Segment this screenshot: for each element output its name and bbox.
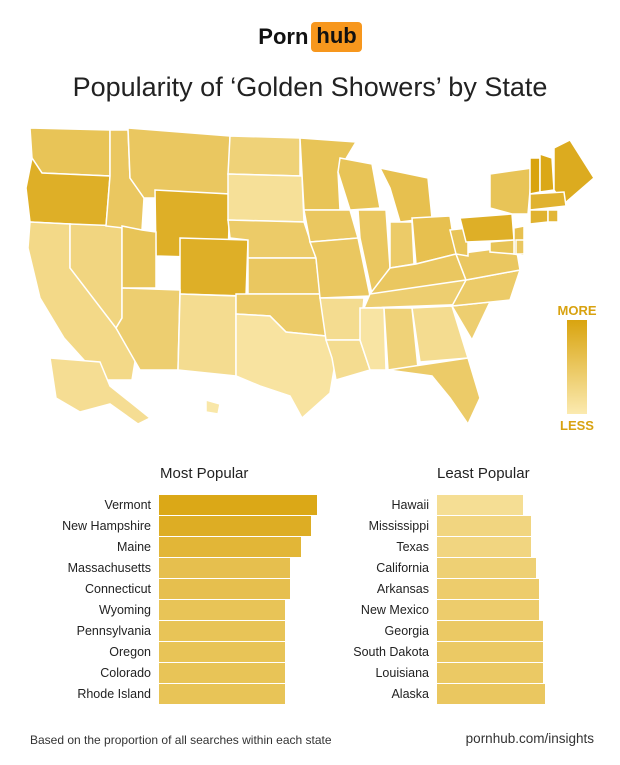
most-popular-bar-1 <box>159 516 311 536</box>
state-fl <box>387 357 481 426</box>
most-popular-bar-7 <box>159 642 286 662</box>
least-popular-label-9: Alaska <box>391 687 429 701</box>
state-de <box>515 239 525 255</box>
least-popular-bar-2 <box>437 537 532 557</box>
brand-logo: Porn hub <box>0 22 620 52</box>
most-popular-label-8: Colorado <box>100 666 151 680</box>
state-sd <box>227 173 305 223</box>
least-popular-label-4: Arkansas <box>376 582 429 596</box>
state-az <box>115 287 181 371</box>
most-popular-bar-4 <box>159 579 291 599</box>
least-popular-label-3: California <box>376 561 429 575</box>
most-popular-bar-3 <box>159 558 291 578</box>
state-ms <box>359 307 387 371</box>
legend-more-label: MORE <box>557 303 597 318</box>
most-popular-bar-2 <box>159 537 302 557</box>
most-popular-label-5: Wyoming <box>99 603 151 617</box>
most-popular-label-6: Pennsylvania <box>76 624 151 638</box>
state-ri <box>547 209 559 223</box>
legend-gradient <box>567 320 587 414</box>
state-mi <box>378 166 433 223</box>
state-la <box>324 339 371 381</box>
most-popular-bar-0 <box>159 495 317 515</box>
most-popular-label-1: New Hampshire <box>62 519 151 533</box>
least-popular-label-8: Louisiana <box>375 666 429 680</box>
least-popular-label-7: South Dakota <box>353 645 429 659</box>
us-choropleth-map <box>25 127 595 426</box>
state-nd <box>227 135 301 177</box>
state-ks <box>247 257 321 295</box>
state-in <box>389 221 415 269</box>
least-popular-bar-9 <box>437 684 545 704</box>
most-popular-label-9: Rhode Island <box>77 687 151 701</box>
state-wi <box>337 157 381 211</box>
least-popular-label-0: Hawaii <box>391 498 429 512</box>
least-popular-label-6: Georgia <box>384 624 429 638</box>
state-ar <box>319 297 365 341</box>
state-pa <box>459 213 515 243</box>
most-popular-bar-5 <box>159 600 286 620</box>
state-mn <box>299 137 358 211</box>
state-hi <box>205 399 221 415</box>
state-vt <box>529 157 541 195</box>
state-ak <box>49 357 152 425</box>
chart-title: Popularity of ‘Golden Showers’ by State <box>72 72 548 102</box>
most-popular-label-0: Vermont <box>104 498 151 512</box>
state-ct <box>529 209 549 225</box>
most-popular-label-7: Oregon <box>109 645 151 659</box>
least-popular-label-5: New Mexico <box>360 603 429 617</box>
least-popular-label-2: Texas <box>396 540 429 554</box>
state-nm <box>177 293 237 377</box>
footer-source-link[interactable]: pornhub.com/insights <box>465 731 594 746</box>
state-me <box>553 139 595 206</box>
state-ny <box>489 167 533 215</box>
state-wa <box>29 127 111 177</box>
state-nh <box>539 152 555 193</box>
footer-note: Based on the proportion of all searches … <box>30 733 332 747</box>
least-popular-title: Least Popular <box>437 465 530 482</box>
least-popular-bar-0 <box>437 495 523 515</box>
most-popular-title: Most Popular <box>160 465 249 482</box>
least-popular-bar-1 <box>437 516 532 536</box>
most-popular-bar-6 <box>159 621 286 641</box>
state-co <box>179 237 249 297</box>
brand-logo-part1: Porn <box>258 24 309 49</box>
least-popular-bar-7 <box>437 642 543 662</box>
most-popular-label-3: Massachusetts <box>67 561 151 575</box>
state-md <box>489 239 515 255</box>
least-popular-bar-8 <box>437 663 543 683</box>
state-tx <box>235 313 337 420</box>
least-popular-bar-6 <box>437 621 543 641</box>
least-popular-bar-5 <box>437 600 540 620</box>
state-mt <box>127 127 231 199</box>
state-ut <box>121 225 157 289</box>
brand-logo-part2: hub <box>311 22 362 52</box>
legend-less-label: LESS <box>560 418 594 433</box>
least-popular-label-1: Mississippi <box>368 519 429 533</box>
least-popular-bar-4 <box>437 579 540 599</box>
most-popular-label-2: Maine <box>116 540 151 554</box>
state-mo <box>308 237 371 299</box>
state-ma <box>529 191 567 211</box>
state-ia <box>303 209 359 243</box>
most-popular-bar-9 <box>159 684 286 704</box>
least-popular-bar-3 <box>437 558 537 578</box>
most-popular-label-4: Connecticut <box>84 582 151 596</box>
most-popular-bar-8 <box>159 663 286 683</box>
